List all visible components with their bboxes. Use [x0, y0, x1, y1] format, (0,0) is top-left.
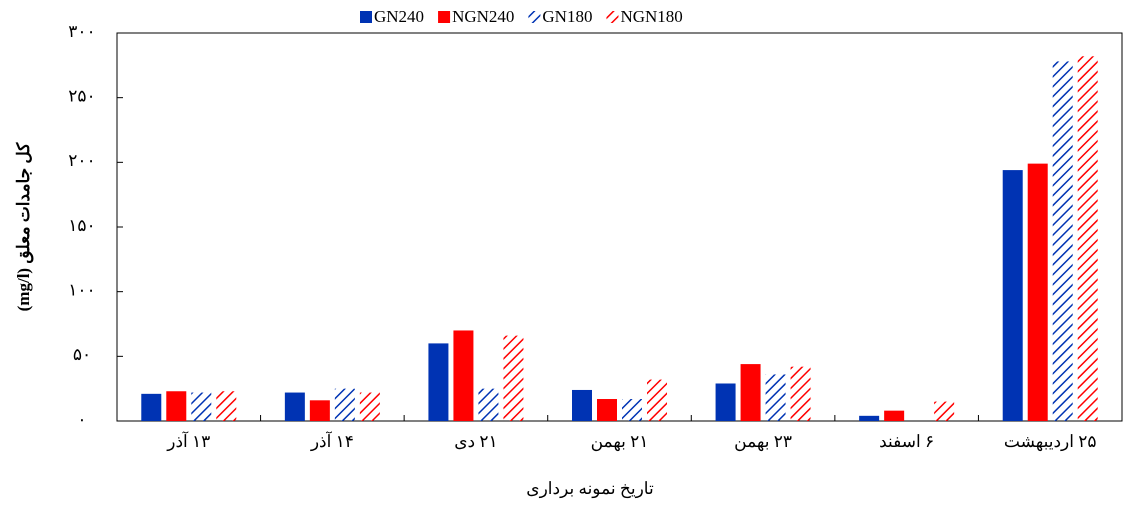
y-tick-label: ۳۰۰: [68, 22, 95, 41]
bar: [309, 400, 330, 421]
bar: [1027, 163, 1048, 422]
y-tick-label: ۱۵۰: [68, 216, 95, 235]
x-tick-label: ۲۱ بهمن: [591, 432, 649, 452]
y-tick-label: ۱۰۰: [68, 281, 95, 300]
bar: [934, 401, 955, 421]
legend-swatch: [438, 11, 451, 23]
bar: [647, 379, 667, 421]
plot-frame: [116, 32, 1123, 422]
bar: [284, 392, 305, 421]
legend-label: NGN240: [452, 7, 514, 26]
bar: [1002, 170, 1023, 421]
bar: [166, 391, 187, 421]
y-axis-label: کل جامدات معلق (mg/l): [14, 142, 34, 312]
y-tick-label: ۵۰: [73, 345, 91, 364]
bar: [715, 383, 736, 421]
x-tick-label: ۱۳ آذر: [166, 430, 210, 452]
bar: [765, 374, 786, 421]
bar: [141, 393, 162, 421]
x-tick-label: ۲۳ بهمن: [734, 432, 792, 452]
y-tick-label: ۰: [77, 410, 86, 429]
bar: [572, 389, 592, 421]
bar: [428, 343, 449, 421]
legend-label: GN240: [374, 7, 424, 26]
legend-swatch: [528, 11, 541, 23]
bar: [1077, 56, 1098, 421]
x-tick-label: ۶ اسفند: [879, 432, 934, 451]
x-tick-label: ۲۱ دی: [454, 432, 497, 451]
bar: [884, 410, 905, 421]
legend-swatch: [360, 11, 372, 23]
bar: [740, 364, 761, 421]
bar: [503, 335, 524, 421]
x-tick-label: ۱۴ آذر: [310, 430, 354, 452]
legend-label: GN180: [542, 7, 592, 26]
bar: [1052, 61, 1073, 421]
bar: [191, 392, 212, 421]
bar: [334, 388, 355, 421]
bar: [453, 330, 474, 421]
bar: [790, 366, 811, 421]
y-tick-label: ۲۰۰: [68, 151, 95, 170]
bar: [622, 399, 642, 421]
bar: [216, 391, 237, 421]
y-tick-label: ۲۵۰: [68, 87, 95, 106]
x-tick-label: ۲۵ اردیبهشت: [1004, 432, 1097, 452]
bar: [478, 388, 499, 421]
bar: [597, 399, 617, 421]
legend-swatch: [606, 11, 619, 23]
x-axis-label: تاریخ نمونه برداری: [526, 479, 654, 499]
bar: [859, 415, 880, 421]
legend-label: NGN180: [620, 7, 682, 26]
bar: [359, 392, 380, 421]
